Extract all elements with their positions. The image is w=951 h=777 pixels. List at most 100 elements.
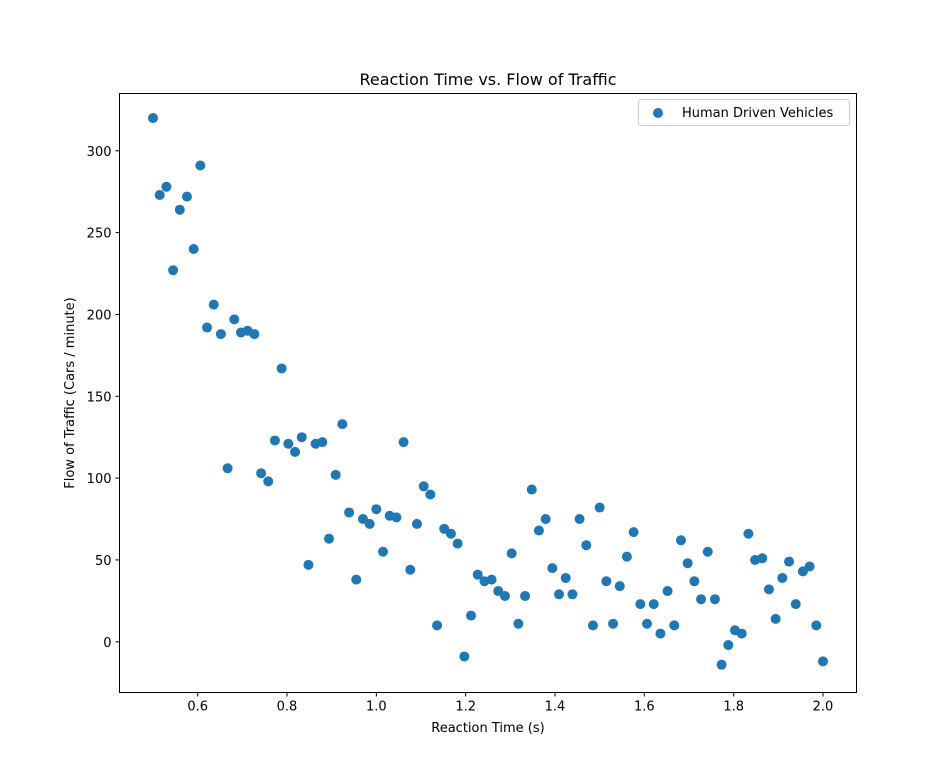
data-point [696, 594, 707, 605]
data-point [391, 512, 402, 523]
legend-label: Human Driven Vehicles [682, 106, 834, 121]
data-point [811, 620, 822, 631]
x-axis-ticks: 0.6 0.8 1.0 1.2 1.4 1.6 1.8 2.0 [187, 692, 834, 715]
x-tick-label: 1.2 [455, 700, 476, 715]
data-point [323, 533, 334, 544]
data-point [459, 651, 470, 662]
legend-marker [653, 108, 663, 118]
data-point [702, 546, 713, 557]
data-point [587, 620, 598, 631]
data-point [716, 659, 727, 670]
plot-frame [119, 93, 857, 693]
data-point [757, 553, 768, 564]
x-tick-label: 1.0 [366, 700, 387, 715]
data-point [411, 518, 422, 529]
data-point [317, 437, 328, 448]
data-point [554, 589, 565, 600]
data-point [601, 576, 612, 587]
data-point [499, 590, 510, 601]
legend-box [638, 99, 850, 126]
y-tick-label: 200 [87, 308, 112, 323]
data-point [330, 469, 341, 480]
data-point [161, 181, 172, 192]
data-point [472, 569, 483, 580]
data-point [222, 463, 233, 474]
data-point [540, 514, 551, 525]
y-axis-label: Flow of Traffic (Cars / minute) [63, 297, 78, 488]
data-point [168, 265, 179, 276]
data-point [506, 548, 517, 559]
data-point [784, 556, 795, 567]
y-tick-label: 250 [87, 227, 112, 242]
x-tick-label: 0.8 [277, 700, 298, 715]
data-point [432, 620, 443, 631]
data-point [256, 468, 267, 479]
data-point [614, 581, 625, 592]
y-axis-ticks: 0 50 100 150 200 250 300 [87, 145, 120, 651]
data-point [818, 656, 828, 667]
data-point [398, 437, 409, 448]
data-point [648, 599, 659, 610]
legend: Human Driven Vehicles [638, 99, 850, 126]
data-point [709, 594, 720, 605]
data-point [195, 160, 206, 171]
data-point [689, 576, 700, 587]
data-point [283, 438, 294, 449]
data-point [174, 204, 185, 215]
data-point [520, 590, 531, 601]
data-point [263, 476, 274, 487]
data-point [290, 446, 301, 457]
chart-title: Reaction Time vs. Flow of Traffic [360, 70, 617, 89]
data-point [560, 572, 571, 583]
y-tick-label: 100 [87, 472, 112, 487]
data-point [208, 299, 219, 310]
x-tick-label: 1.4 [545, 700, 566, 715]
data-point [642, 618, 653, 629]
data-point [790, 599, 801, 610]
data-point [364, 518, 375, 529]
data-point [567, 589, 578, 600]
x-tick-label: 0.6 [187, 700, 208, 715]
data-point [594, 502, 605, 513]
data-point [269, 435, 280, 446]
data-point [526, 484, 537, 495]
data-point [249, 329, 260, 340]
y-tick-label: 0 [103, 636, 111, 651]
data-point [675, 535, 686, 546]
y-tick-label: 300 [87, 145, 112, 160]
data-point [181, 191, 192, 202]
data-point [371, 504, 382, 515]
data-point [743, 528, 754, 539]
x-tick-label: 2.0 [813, 700, 834, 715]
data-point [148, 113, 158, 124]
data-point [486, 574, 497, 585]
data-point [418, 481, 429, 492]
data-point [466, 610, 477, 621]
data-point [303, 559, 314, 570]
x-tick-label: 1.8 [723, 700, 744, 715]
data-point [669, 620, 680, 631]
data-point [378, 546, 389, 557]
data-point [736, 628, 747, 639]
data-point [154, 189, 165, 200]
data-point [770, 613, 781, 624]
data-point [533, 525, 544, 536]
data-point [405, 564, 416, 575]
data-point [635, 599, 646, 610]
data-point [513, 618, 524, 629]
data-point [296, 432, 307, 443]
data-point [425, 489, 436, 500]
data-point [344, 507, 355, 518]
data-point [351, 574, 362, 585]
data-point [682, 558, 693, 569]
data-point [452, 538, 463, 549]
data-point [655, 628, 666, 639]
data-point [628, 527, 639, 538]
data-point [445, 528, 456, 539]
data-point [188, 243, 199, 254]
data-point [777, 572, 788, 583]
data-point [763, 584, 774, 595]
data-point [276, 363, 287, 374]
